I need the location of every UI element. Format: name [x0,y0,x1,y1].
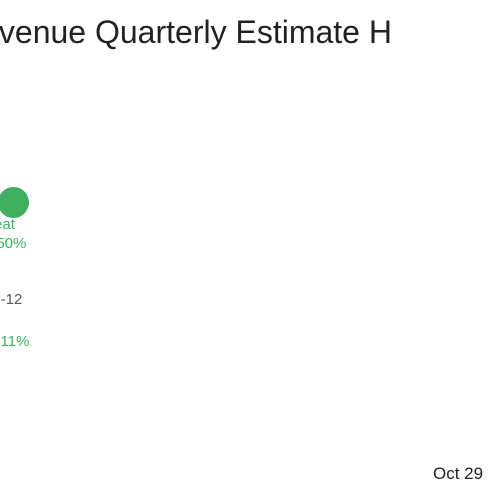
beat-marker [0,187,29,218]
beat-surprise-percent: 350% [0,235,27,252]
period-label: 22-12 [0,291,23,308]
beat-status-label: Beat [0,216,15,233]
chart-title: Revenue Quarterly Estimate H [0,14,392,50]
period-change-percent: 3.11% [0,333,30,350]
date-label: Oct 29 [433,464,484,483]
